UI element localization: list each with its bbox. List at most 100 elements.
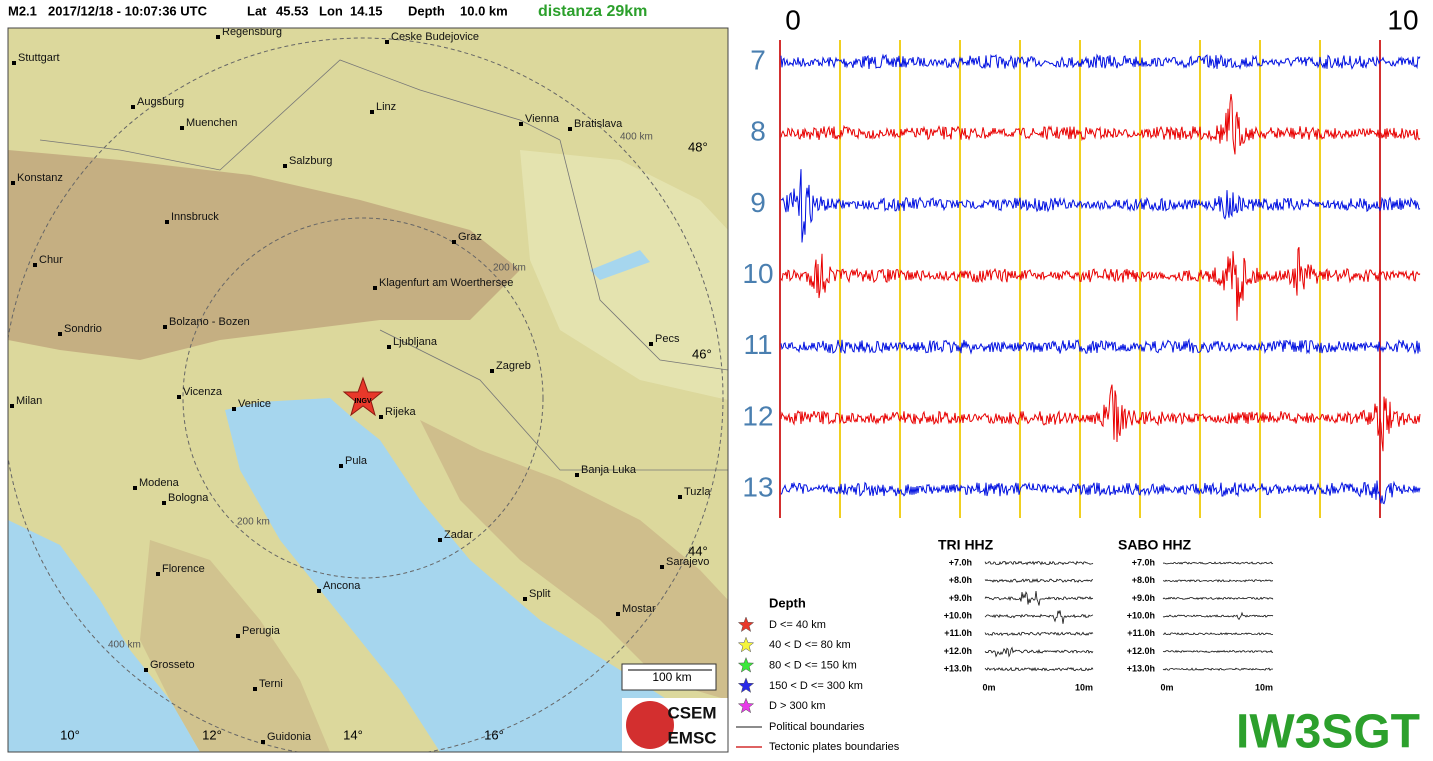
- inset-trace: [1162, 579, 1274, 583]
- scale: 100 km: [652, 670, 691, 684]
- city-label: Innsbruck: [171, 211, 219, 223]
- city-label: Muenchen: [186, 117, 237, 129]
- city-dot: [660, 565, 664, 569]
- epicenter: [342, 376, 384, 417]
- city-label: Bologna: [168, 492, 209, 504]
- city-label: Guidonia: [267, 731, 312, 743]
- city-dot: [10, 404, 14, 408]
- inset-trace: [1162, 632, 1273, 636]
- header: M2.1 2017/12/18 - 10:07:36 UTC Lat 45.53…: [8, 3, 647, 20]
- lon-label: 12°: [202, 727, 222, 742]
- legend-star: [737, 616, 755, 633]
- legend-item: 150 < D <= 300 km: [769, 680, 863, 692]
- lat-label: Lat: [247, 3, 267, 18]
- insets: TRI HHZ +7.0h +8.0h +9.0h +10.0h +11.0h +12.0h…: [938, 537, 1274, 692]
- inset-row-label: +11.0h: [944, 628, 972, 638]
- row-label: 7: [750, 44, 766, 75]
- inset-x-label: 10m: [1075, 682, 1093, 692]
- city-dot: [678, 495, 682, 499]
- city-dot: [317, 589, 321, 593]
- inset-trace: [1162, 649, 1274, 653]
- city-dot: [131, 105, 135, 109]
- city-dot: [12, 61, 16, 65]
- inset-trace: [984, 666, 1094, 672]
- tyrrhenian-sea: [8, 520, 200, 752]
- inset-row-label: +9.0h: [1132, 593, 1155, 603]
- row-label: 10: [742, 258, 773, 289]
- city-label: Salzburg: [289, 155, 332, 167]
- city-label: Zagreb: [496, 360, 531, 372]
- inset-trace: [1162, 561, 1274, 565]
- trace: [780, 169, 1421, 243]
- inset-row-label: +8.0h: [949, 575, 972, 585]
- circle-200km: [182, 217, 544, 579]
- city-dot: [177, 395, 181, 399]
- epicenter-label: INGV: [354, 398, 371, 405]
- inset-x-label: 10m: [1255, 682, 1273, 692]
- row-label: 11: [743, 329, 772, 360]
- row-label: 9: [750, 187, 766, 218]
- apennines: [140, 540, 330, 752]
- city-label: Mostar: [622, 603, 656, 615]
- inset-x-label: 0m: [982, 682, 995, 692]
- inset-trace: [1162, 611, 1274, 621]
- city-label: Augsburg: [137, 96, 184, 108]
- city-dot: [180, 126, 184, 130]
- city-label: Pecs: [655, 333, 680, 345]
- city-dot: [387, 345, 391, 349]
- city-dot: [216, 35, 220, 39]
- alps: [8, 150, 520, 360]
- trace: [780, 384, 1421, 452]
- x-label: 10: [1387, 4, 1418, 35]
- distance: distanza 29km: [538, 3, 647, 20]
- city-dot: [165, 220, 169, 224]
- city-dot: [58, 332, 62, 336]
- scale-box: [621, 663, 717, 691]
- city-dot: [156, 572, 160, 576]
- legend-item: 40 < D <= 80 km: [769, 639, 851, 651]
- inset-row-label: +11.0h: [1127, 628, 1155, 638]
- legend: Depth D <= 40 km 40 < D <= 80 km 80 < D <=…: [736, 595, 900, 753]
- map-frame: [7, 27, 729, 753]
- city-label: Banja Luka: [581, 464, 637, 476]
- seismogram: 0 10 7 8 9 10 11 12 13: [742, 4, 1421, 518]
- legend-item: D > 300 km: [769, 700, 826, 712]
- cities: Regensburg Ceske Budejovice Stuttgart Augsb…: [10, 28, 711, 744]
- inset-trace: [984, 610, 1094, 624]
- inset-row-label: +13.0h: [944, 664, 972, 674]
- lon: 14.15: [350, 3, 383, 18]
- lat-label: 44°: [688, 543, 708, 558]
- legend-item: 80 < D <= 150 km: [769, 660, 857, 672]
- legend-line-label: Political boundaries: [769, 721, 865, 733]
- borders: [39, 59, 728, 471]
- city-label: Tuzla: [684, 486, 711, 498]
- city-label: Rijeka: [385, 406, 416, 418]
- adriatic-sea: [225, 398, 728, 752]
- city-dot: [133, 486, 137, 490]
- row-label: 13: [742, 472, 773, 503]
- city-label: Pula: [345, 455, 368, 467]
- row-label: 12: [742, 400, 773, 431]
- legend-star: [737, 636, 755, 653]
- city-label: Bratislava: [574, 118, 623, 130]
- city-dot: [11, 181, 15, 185]
- city-label: Bolzano - Bozen: [169, 316, 250, 328]
- logo-emsc: EMSC: [667, 728, 716, 747]
- inset-trace: [984, 560, 1094, 566]
- city-label: Sarajevo: [666, 556, 709, 568]
- city-label: Ancona: [323, 580, 361, 592]
- trace: [780, 53, 1421, 70]
- lon-label: 10°: [60, 727, 80, 742]
- lat-label: 46°: [692, 346, 712, 361]
- city-dot: [519, 122, 523, 126]
- distance-label: 200 km: [237, 517, 270, 528]
- city-label: Klagenfurt am Woerthersee: [379, 277, 513, 289]
- legend-item: D <= 40 km: [769, 619, 826, 631]
- depth-label: Depth: [408, 3, 445, 18]
- trace: [780, 94, 1421, 155]
- inset-x-label: 0m: [1160, 682, 1173, 692]
- city-dot: [236, 634, 240, 638]
- legend-star: [737, 677, 755, 693]
- city-dot: [162, 501, 166, 505]
